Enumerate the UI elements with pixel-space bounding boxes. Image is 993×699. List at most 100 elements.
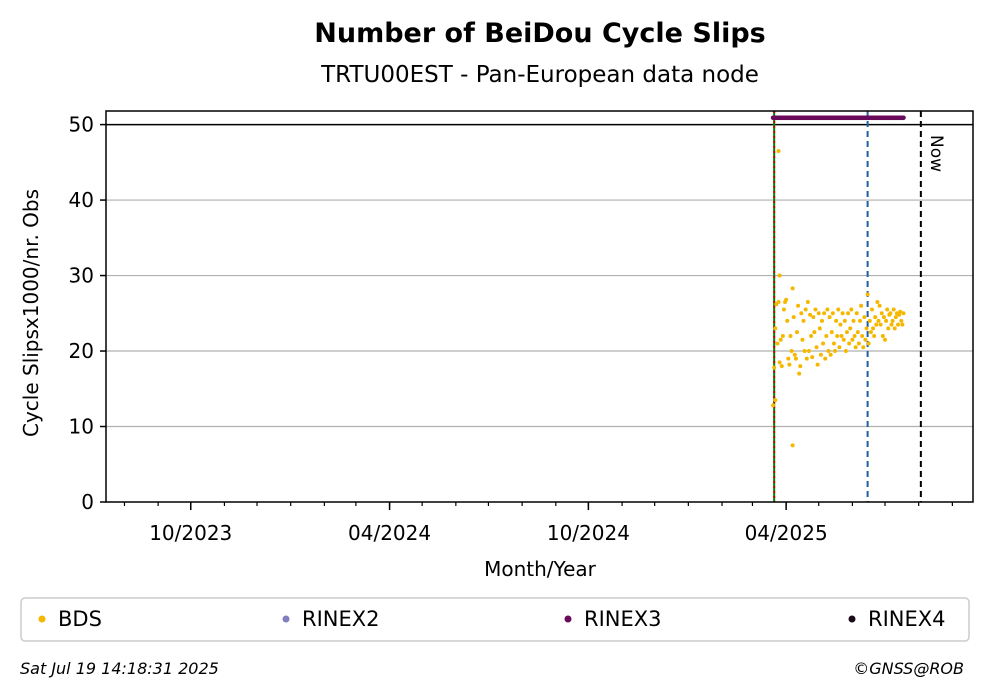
data-point-bds [808,312,813,317]
data-point-bds [876,318,881,323]
data-point-bds [804,356,809,361]
data-point-bds [865,292,870,297]
data-point-bds [797,371,802,376]
data-point-bds [812,330,817,335]
data-point-bds [787,362,792,367]
data-point-bds [773,398,778,403]
data-point-bds [867,318,872,323]
data-point-bds [839,333,844,338]
data-point-bds [846,311,851,316]
legend-marker [38,615,46,623]
plot-frame [105,110,974,503]
data-point-bds [874,322,879,327]
data-point-bds [833,349,838,354]
data-point-bds [881,315,886,320]
data-point-bds [829,330,834,335]
data-point-bds [843,349,848,354]
data-point-bds [799,311,804,316]
x-tick-label: 10/2023 [149,521,232,545]
y-tick-label: 50 [69,113,94,137]
legend-label: RINEX4 [868,607,946,631]
data-point-bds [866,341,871,346]
data-point-bds [872,333,877,338]
legend-box [20,597,970,642]
data-point-bds [830,311,835,316]
data-point-bds [806,349,811,354]
data-point-bds [854,311,859,316]
data-point-bds [788,333,793,338]
data-point-bds [779,364,784,369]
data-point-bds [852,333,857,338]
data-point-bds [900,322,905,327]
legend-marker [848,615,856,623]
data-point-bds [890,318,895,323]
data-point-bds [803,307,808,312]
data-point-bds [851,318,856,323]
data-point-bds [871,326,876,331]
data-point-bds [891,307,896,312]
data-point-bds [878,322,883,327]
data-point-bds [781,307,786,312]
data-point-bds [792,352,797,357]
data-point-bds [862,315,867,320]
data-point-bds [877,303,882,308]
data-point-bds [817,326,822,331]
grid [106,123,973,428]
data-point-bds [836,307,841,312]
data-points [770,115,906,448]
data-point-bds [837,345,842,350]
y-tick-label: 40 [69,188,94,212]
data-point-bds [790,286,795,291]
data-point-bds [772,365,777,370]
y-tick-label: 30 [69,264,94,288]
data-point-bds [885,307,890,312]
data-point-bds [864,326,869,331]
data-point-bds [849,307,854,312]
legend-label: RINEX2 [302,607,380,631]
data-point-bds [824,333,829,338]
data-point-bds [879,311,884,316]
data-point-bds [777,273,782,278]
footer-copyright: ©GNSS@ROB [853,659,964,678]
data-point-bds [848,326,853,331]
data-point-bds [859,303,864,308]
x-tick-label: 04/2024 [348,521,431,545]
data-point-bds [850,337,855,342]
data-point-bds [821,341,826,346]
data-point-bds [861,345,866,350]
data-point-bds [809,333,814,338]
data-point-bds [847,341,852,346]
data-point-bds [856,341,861,346]
now-label: Now [926,135,946,172]
data-point-bds [825,307,830,312]
data-point-bds [844,330,849,335]
axes: 0 10 20 30 40 50 10/2023 04/2024 10/2024 04/2025 [69,110,974,545]
footer-timestamp: Sat Jul 19 14:18:31 2025 [20,659,219,678]
data-point-bds [818,352,823,357]
data-point-bds [815,362,820,367]
data-point-bds [780,333,785,338]
data-point-bds [831,341,836,346]
data-point-bds [771,403,776,408]
data-point-bds [841,337,846,342]
data-point-bds [819,318,824,323]
data-point-bds [889,322,894,327]
data-point-bds [776,149,781,154]
data-point-bds [840,311,845,316]
data-point-bds [828,352,833,357]
data-point-bds [897,312,902,317]
data-point-bds [786,356,791,361]
x-axis-label: Month/Year [484,557,597,581]
data-point-bds [863,337,868,342]
y-tick-label: 10 [69,415,94,439]
data-point-bds [898,309,903,314]
data-point-bds [777,360,782,365]
data-point-bds [800,337,805,342]
data-point-bds [899,318,904,323]
data-point-rinex3 [901,115,906,121]
data-point-bds [784,297,789,302]
data-point-bds [853,345,858,350]
data-point-bds [775,341,780,346]
data-point-bds [826,349,831,354]
